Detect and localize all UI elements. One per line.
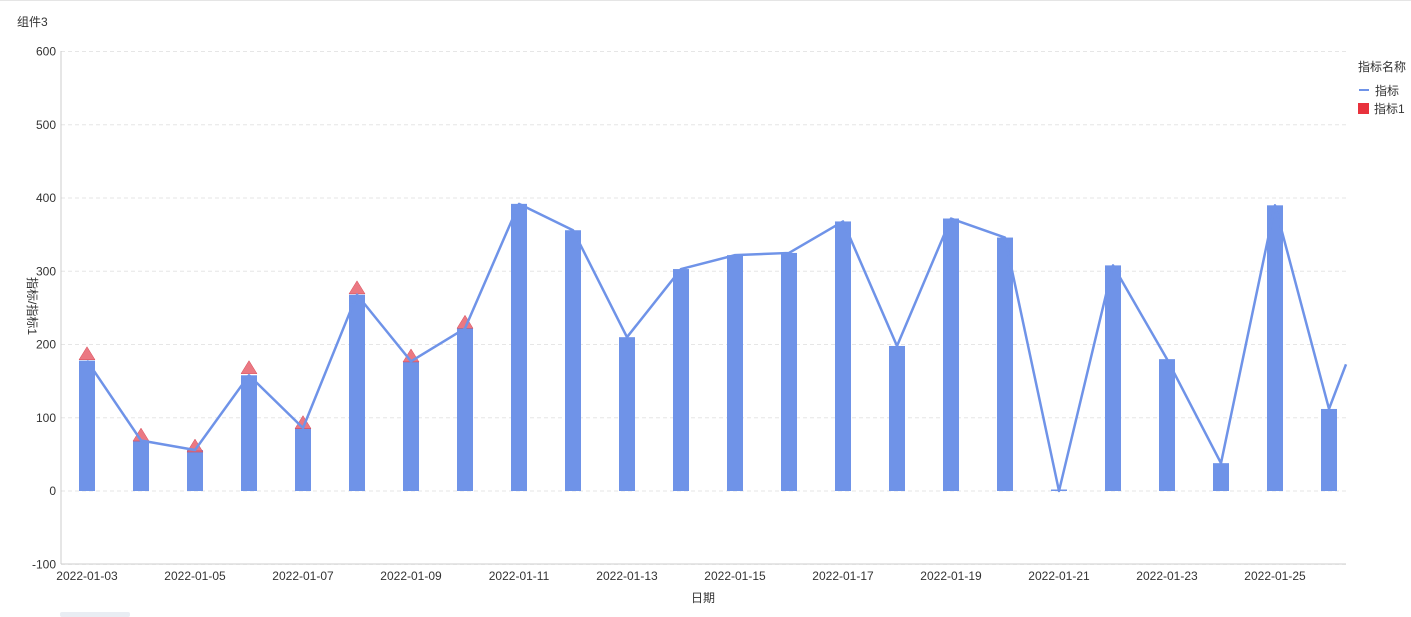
bar-series — [79, 203, 1337, 492]
bar[interactable] — [403, 361, 419, 491]
y-tick-label: 200 — [36, 338, 56, 352]
x-tick-label: 2022-01-23 — [1136, 569, 1198, 583]
line-swatch-icon — [1359, 89, 1369, 91]
x-tick-label: 2022-01-09 — [380, 569, 442, 583]
bar[interactable] — [889, 345, 905, 491]
bar[interactable] — [1213, 463, 1229, 491]
y-tick-labels: -100 0 100 200 300 400 500 600 — [32, 45, 56, 572]
triangle-marker[interactable] — [348, 280, 366, 295]
x-tick-label: 2022-01-15 — [704, 569, 766, 583]
x-tick-label: 2022-01-17 — [812, 569, 874, 583]
bar[interactable] — [457, 328, 473, 491]
y-tick-label: -100 — [32, 557, 56, 571]
y-tick-label: 500 — [36, 118, 56, 132]
series-line[interactable] — [85, 202, 1348, 493]
bar[interactable] — [1267, 205, 1283, 491]
legend-item-series-1[interactable]: 指标 — [1358, 81, 1406, 99]
bar[interactable] — [943, 218, 959, 491]
bar[interactable] — [835, 221, 851, 491]
line-series — [85, 202, 1348, 493]
bar[interactable] — [1105, 265, 1121, 491]
bar[interactable] — [187, 449, 203, 491]
widget-title: 组件3 — [17, 15, 48, 29]
x-tick-labels: 2022-01-03 2022-01-05 2022-01-07 2022-01-09… — [56, 569, 1306, 583]
y-tick-label: 100 — [36, 411, 56, 425]
bar[interactable] — [1321, 408, 1337, 491]
triangle-marker[interactable] — [240, 360, 258, 374]
bar[interactable] — [727, 255, 743, 491]
x-axis-title: 日期 — [691, 591, 715, 605]
legend: 指标名称 指标 指标1 — [1358, 58, 1406, 117]
bar[interactable] — [673, 269, 689, 491]
legend-title: 指标名称 — [1358, 60, 1407, 74]
x-tick-label: 2022-01-03 — [56, 569, 118, 583]
x-tick-label: 2022-01-25 — [1244, 569, 1306, 583]
x-tick-label: 2022-01-21 — [1028, 569, 1090, 583]
triangle-marker[interactable] — [78, 346, 96, 361]
y-tick-label: 400 — [36, 191, 56, 205]
scrollbar-thumb[interactable] — [60, 612, 130, 617]
bar[interactable] — [79, 360, 95, 491]
x-tick-label: 2022-01-07 — [272, 569, 334, 583]
x-tick-label: 2022-01-05 — [164, 569, 226, 583]
axes — [60, 51, 1346, 565]
y-tick-label: 0 — [49, 484, 56, 498]
x-tick-label: 2022-01-13 — [596, 569, 658, 583]
bar[interactable] — [241, 375, 257, 491]
bar[interactable] — [1159, 359, 1175, 491]
bar[interactable] — [349, 294, 365, 491]
legend-item-label: 指标1 — [1374, 101, 1405, 116]
bar[interactable] — [295, 428, 311, 491]
legend-item-label: 指标 — [1375, 83, 1400, 98]
square-swatch-icon — [1358, 102, 1369, 114]
y-tick-label: 300 — [36, 264, 56, 278]
bar[interactable] — [565, 230, 581, 492]
bar[interactable] — [133, 440, 149, 491]
x-tick-label: 2022-01-19 — [920, 569, 982, 583]
bar[interactable] — [511, 203, 527, 492]
y-axis-title: 指标/指标1 — [25, 277, 40, 335]
bar[interactable] — [781, 252, 797, 491]
legend-item-series-2[interactable]: 指标1 — [1358, 99, 1406, 117]
bar[interactable] — [997, 237, 1013, 491]
bar[interactable] — [619, 337, 635, 491]
x-tick-label: 2022-01-11 — [489, 569, 550, 583]
y-tick-label: 600 — [36, 45, 56, 59]
